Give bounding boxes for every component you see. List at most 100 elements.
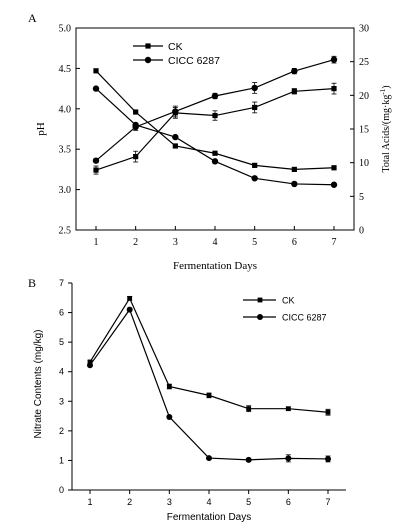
legend-a: CK CICC 6287 <box>133 41 220 67</box>
point-a-0-1 <box>133 109 139 115</box>
y-tick-label-b-5: 5 <box>59 337 64 347</box>
point-a-3-0 <box>92 157 100 164</box>
x-axis-label-a: Fermentation Days <box>173 260 257 272</box>
point-b-0-0 <box>87 359 93 365</box>
point-b-1-5 <box>285 455 292 462</box>
point-b-1-3 <box>206 455 212 462</box>
panel-label-a: A <box>28 11 37 25</box>
point-b-0-2 <box>166 384 172 389</box>
y2-axis-label-a: Total Acids/(mg·kg-1) <box>379 85 392 172</box>
y2-tick-label-a-30: 30 <box>359 24 369 35</box>
point-a-0-4 <box>252 162 258 168</box>
ticks-b: 1 2 3 4 5 6 7 0 1 2 3 4 5 6 7 <box>59 278 331 507</box>
y2-tick-label-a-20: 20 <box>359 91 369 102</box>
point-b-1-4 <box>245 456 252 463</box>
point-a-1-6 <box>330 181 338 188</box>
x-tick-label-b-3: 3 <box>167 497 172 507</box>
x-tick-label-a-6: 6 <box>292 237 297 248</box>
y-tick-label-b-1: 1 <box>59 455 64 465</box>
legend-marker-a-1 <box>144 56 152 64</box>
point-b-0-4 <box>246 406 252 412</box>
legend-marker-b-0 <box>257 297 263 303</box>
series-group-a <box>92 55 338 188</box>
y-tick-label-a-3.5: 3.5 <box>59 145 72 156</box>
point-b-1-1 <box>126 306 133 313</box>
x-tick-label-b-1: 1 <box>87 497 92 507</box>
point-a-1-5 <box>291 180 298 188</box>
y2-tick-label-a-5: 5 <box>359 192 364 203</box>
point-a-3-3 <box>211 92 219 100</box>
y-tick-label-b-4: 4 <box>59 367 64 377</box>
point-b-0-6 <box>325 409 331 415</box>
y2-axis-label-a-sup: -1 <box>379 88 387 94</box>
point-a-0-2 <box>172 143 178 149</box>
point-a-0-0 <box>93 68 99 74</box>
point-b-0-3 <box>206 392 212 398</box>
series-a-2 <box>93 82 337 175</box>
series-b-0 <box>87 295 331 416</box>
x-tick-label-b-2: 2 <box>127 497 132 507</box>
point-a-2-5 <box>291 88 297 94</box>
legend-label-a-0: CK <box>168 41 183 53</box>
series-line-b-1 <box>89 308 329 461</box>
y2-tick-label-a-15: 15 <box>359 125 369 136</box>
y2-tick-label-a-0: 0 <box>359 226 364 237</box>
y2-axis-label-a-main: Total Acids/(mg·kg <box>381 95 392 173</box>
y-tick-label-a-4.0: 4.0 <box>59 104 72 115</box>
x-tick-label-a-7: 7 <box>332 237 337 248</box>
point-a-2-0 <box>93 167 99 173</box>
point-a-3-1 <box>132 123 139 131</box>
point-a-0-6 <box>331 165 337 171</box>
legend-label-b-0: CK <box>282 296 295 306</box>
point-a-2-6 <box>331 86 337 92</box>
y-axis-label-b: Nitrate Contents (mg/kg) <box>33 330 44 439</box>
series-a-1 <box>92 85 338 188</box>
point-a-2-1 <box>133 154 139 160</box>
legend-marker-b-1 <box>257 314 263 320</box>
point-b-0-1 <box>127 295 133 301</box>
point-a-3-2 <box>172 108 179 115</box>
point-a-1-3 <box>211 158 219 165</box>
y-axis-label-a: pH <box>35 122 47 136</box>
y2-axis-label-a-end: ) <box>381 85 392 88</box>
y-tick-label-b-0: 0 <box>59 485 64 495</box>
ticks-a: 1 2 3 4 5 6 7 2.5 3.0 3.5 4.0 4.5 5.0 0 5 10 15 20 25 30 <box>59 24 370 249</box>
legend-b: CK CICC 6287 <box>243 296 327 323</box>
point-a-3-4 <box>251 84 258 92</box>
y-tick-label-a-4.5: 4.5 <box>59 64 72 75</box>
point-b-1-6 <box>325 455 331 462</box>
x-tick-label-a-2: 2 <box>133 237 138 248</box>
chart-b: B Fermentation Days Nitrate Contents (mg… <box>28 276 346 523</box>
y2-tick-label-a-25: 25 <box>359 57 369 68</box>
x-tick-label-a-3: 3 <box>173 237 178 248</box>
series-b-1 <box>87 306 331 463</box>
y-tick-label-b-7: 7 <box>59 278 64 288</box>
panel-label-b: B <box>28 276 36 290</box>
y-tick-label-b-6: 6 <box>59 308 64 318</box>
x-tick-label-b-6: 6 <box>286 497 291 507</box>
point-a-0-3 <box>212 150 218 156</box>
legend-marker-a-0 <box>145 43 151 49</box>
point-a-0-5 <box>291 166 297 172</box>
point-a-1-0 <box>92 85 100 92</box>
series-a-3 <box>92 55 338 164</box>
series-a-0 <box>93 68 337 172</box>
series-group-b <box>87 295 331 463</box>
x-tick-label-b-4: 4 <box>206 497 211 507</box>
x-tick-label-b-7: 7 <box>325 497 330 507</box>
point-a-1-2 <box>172 133 179 141</box>
series-line-a-1 <box>95 88 335 186</box>
x-tick-label-a-5: 5 <box>252 237 257 248</box>
x-tick-label-a-4: 4 <box>213 237 218 248</box>
point-b-1-2 <box>166 413 173 420</box>
y-tick-label-a-5.0: 5.0 <box>59 24 72 35</box>
point-a-3-6 <box>330 56 338 63</box>
y-tick-label-a-3.0: 3.0 <box>59 185 72 196</box>
series-line-a-2 <box>95 88 335 171</box>
y2-tick-label-a-10: 10 <box>359 158 369 169</box>
point-a-1-4 <box>251 175 258 182</box>
y-tick-label-b-3: 3 <box>59 396 64 406</box>
y-tick-label-b-2: 2 <box>59 426 64 436</box>
point-a-3-5 <box>291 67 298 75</box>
